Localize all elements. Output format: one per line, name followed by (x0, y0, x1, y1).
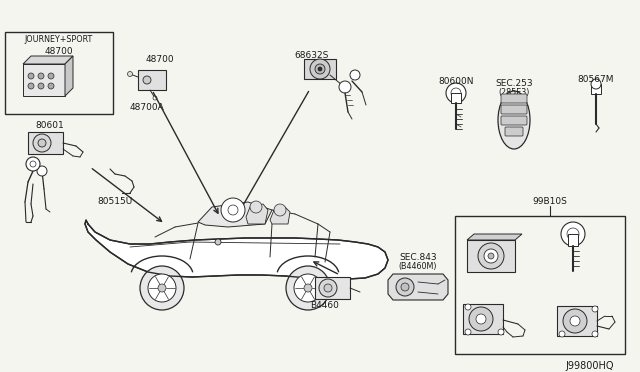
Circle shape (33, 134, 51, 152)
FancyBboxPatch shape (501, 116, 527, 125)
Bar (455, 216, 625, 354)
Circle shape (484, 249, 498, 263)
Circle shape (30, 161, 36, 167)
Circle shape (37, 166, 47, 176)
Text: 80567M: 80567M (578, 76, 614, 84)
Circle shape (469, 307, 493, 331)
Circle shape (559, 331, 565, 337)
Circle shape (143, 76, 151, 84)
Circle shape (401, 283, 409, 291)
Circle shape (561, 222, 585, 246)
Polygon shape (23, 56, 73, 64)
Text: 68632S: 68632S (295, 51, 329, 60)
FancyBboxPatch shape (505, 127, 523, 136)
Text: SEC.253: SEC.253 (495, 80, 533, 89)
Circle shape (48, 83, 54, 89)
Circle shape (294, 274, 322, 302)
Circle shape (228, 205, 238, 215)
Circle shape (350, 70, 360, 80)
Bar (5, 32, 113, 114)
Text: 99B10S: 99B10S (532, 198, 568, 206)
Circle shape (318, 67, 322, 71)
Circle shape (28, 73, 34, 79)
Bar (138, 70, 166, 90)
Circle shape (315, 64, 325, 74)
Circle shape (38, 139, 46, 147)
Text: 80600N: 80600N (438, 77, 474, 86)
Text: B4460: B4460 (310, 301, 339, 311)
Bar (451, 93, 461, 103)
Circle shape (478, 243, 504, 269)
Bar (568, 234, 578, 246)
Circle shape (488, 253, 494, 259)
Circle shape (153, 96, 157, 100)
Text: JOURNEY+SPORT: JOURNEY+SPORT (25, 35, 93, 45)
Bar (28, 132, 63, 154)
Circle shape (286, 266, 330, 310)
Text: J99800HQ: J99800HQ (566, 361, 614, 371)
Circle shape (396, 278, 414, 296)
FancyBboxPatch shape (501, 94, 527, 103)
Polygon shape (270, 207, 290, 224)
Circle shape (304, 284, 312, 292)
Text: (B4460M): (B4460M) (399, 262, 437, 270)
Circle shape (592, 306, 598, 312)
Circle shape (250, 201, 262, 213)
Circle shape (465, 304, 471, 310)
Circle shape (451, 88, 461, 98)
Circle shape (310, 59, 330, 79)
Circle shape (38, 73, 44, 79)
Polygon shape (388, 274, 448, 300)
Circle shape (324, 284, 332, 292)
FancyBboxPatch shape (501, 105, 527, 114)
Circle shape (274, 204, 286, 216)
Text: 80515U: 80515U (97, 196, 132, 205)
Circle shape (140, 266, 184, 310)
Text: 48700: 48700 (146, 55, 174, 64)
Circle shape (127, 71, 132, 77)
Circle shape (28, 83, 34, 89)
Text: 48700: 48700 (45, 48, 74, 57)
Polygon shape (467, 234, 522, 240)
Circle shape (567, 228, 579, 240)
Circle shape (319, 279, 337, 297)
Bar (463, 304, 503, 334)
Text: 48700A: 48700A (130, 103, 164, 112)
Polygon shape (198, 202, 272, 227)
Circle shape (221, 198, 245, 222)
Circle shape (158, 284, 166, 292)
Circle shape (339, 81, 351, 93)
Bar (557, 306, 597, 336)
Circle shape (446, 83, 466, 103)
Text: (285E3): (285E3) (499, 89, 530, 97)
Polygon shape (85, 220, 388, 279)
Polygon shape (591, 84, 601, 94)
Circle shape (476, 314, 486, 324)
Circle shape (498, 329, 504, 335)
Circle shape (26, 157, 40, 171)
Circle shape (570, 316, 580, 326)
Circle shape (215, 239, 221, 245)
Text: 80601: 80601 (36, 122, 65, 131)
Circle shape (48, 73, 54, 79)
Ellipse shape (498, 91, 530, 149)
Polygon shape (304, 59, 336, 79)
Bar (315, 277, 350, 299)
Circle shape (592, 331, 598, 337)
Polygon shape (65, 56, 73, 96)
Circle shape (591, 79, 601, 89)
Polygon shape (467, 240, 515, 272)
Circle shape (465, 329, 471, 335)
Polygon shape (246, 204, 268, 224)
Circle shape (38, 83, 44, 89)
Circle shape (148, 274, 176, 302)
Circle shape (563, 309, 587, 333)
Text: SEC.843: SEC.843 (399, 253, 437, 262)
Bar (23, 64, 65, 96)
